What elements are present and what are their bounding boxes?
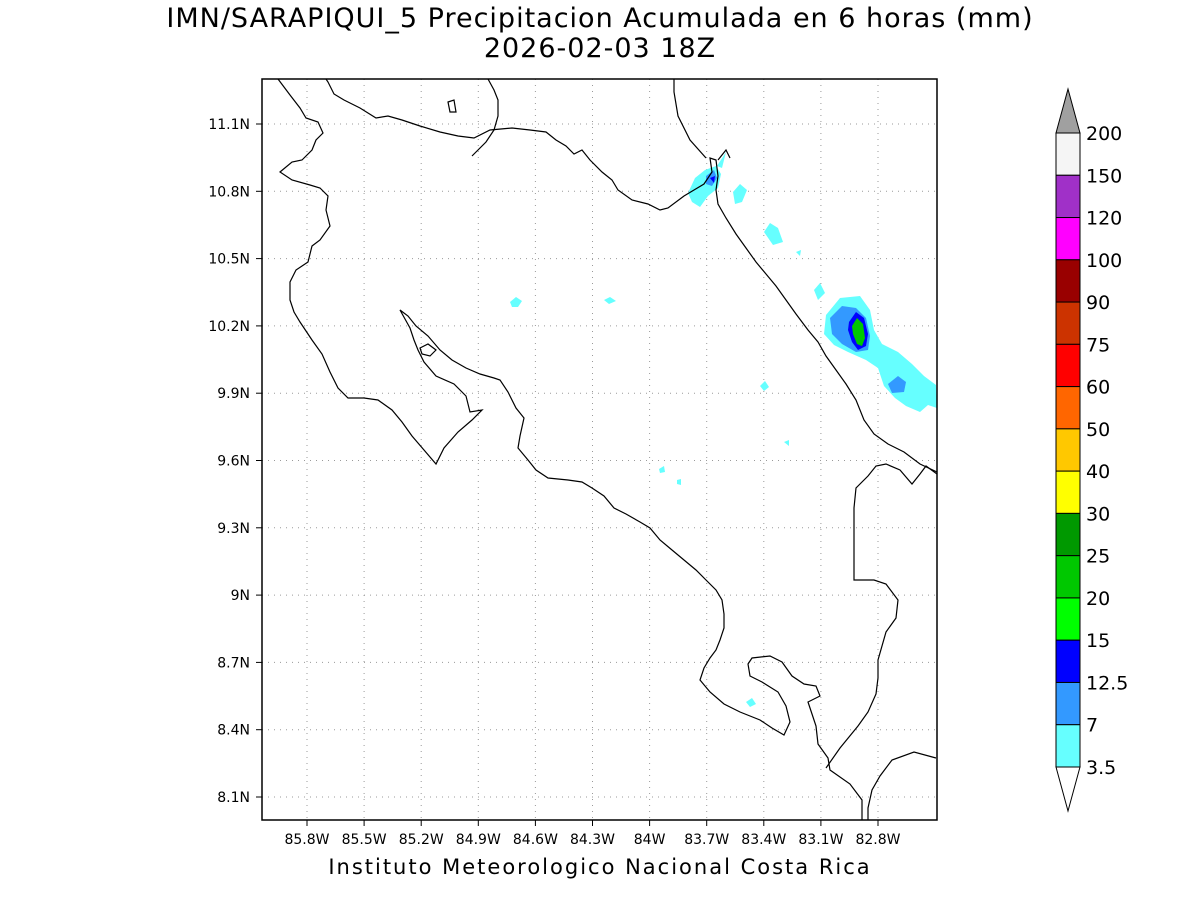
lon-label: 83.1W [798,832,843,848]
lon-label: 84.6W [513,832,558,848]
colorbar-label: 50 [1086,419,1110,441]
colorbar-swatch [1055,343,1081,388]
colorbar-swatch [1055,301,1081,345]
colorbar-swatch [1055,512,1081,557]
latitude-labels: 11.1N 10.8N 10.5N 10.2N 9.9N 9.6N 9.3N 9N 8.7N 8.… [208,117,262,806]
colorbar-top-arrow [1055,87,1081,134]
lat-label: 8.1N [217,790,250,806]
lon-label: 82.8W [855,832,900,848]
lat-label: 10.5N [208,252,250,268]
map-date: 2026-02-03 18Z [483,33,717,64]
lat-label: 9.6N [217,454,250,470]
colorbar-swatch [1055,174,1081,219]
colorbar-swatch [1055,217,1081,261]
lon-label: 83.4W [741,832,786,848]
colorbar-swatch [1055,259,1081,303]
colorbar-swatch [1055,386,1081,430]
colorbar-label: 12.5 [1086,672,1128,694]
colorbar-label: 120 [1086,208,1122,230]
colorbar-label: 30 [1086,503,1110,525]
lat-label: 9N [231,588,250,604]
lat-label: 9.9N [217,386,250,402]
map-grid [262,79,937,820]
lat-label: 8.4N [217,723,250,739]
colorbar-label: 60 [1086,377,1110,399]
lon-label: 85.5W [342,832,387,848]
colorbar-swatch [1055,724,1081,768]
colorbar-label: 40 [1086,461,1110,483]
colorbar-label: 7 [1086,715,1098,737]
lat-label: 10.2N [208,319,250,335]
colorbar-label: 100 [1086,250,1122,272]
longitude-labels: 85.8W 85.5W 85.2W 84.9W 84.6W 84.3W 84W 83.7W 83… [284,820,901,848]
lon-label: 84.9W [456,832,501,848]
colorbar-label: 75 [1086,334,1110,356]
colorbar-swatch [1055,681,1081,726]
colorbar-label: 150 [1086,165,1122,187]
colorbar-swatch [1055,428,1081,472]
colorbar-swatch [1055,470,1081,514]
colorbar-label: 90 [1086,292,1110,314]
coastline [277,79,937,820]
colorbar-bottom-arrow [1055,766,1081,813]
lon-label: 84W [634,832,666,848]
colorbar-label: 20 [1086,588,1110,610]
colorbar-label: 25 [1086,546,1110,568]
colorbar-swatch [1055,597,1081,641]
colorbar-label: 3.5 [1086,757,1116,779]
colorbar: 200 150 120 100 90 75 60 50 40 30 25 20 15 12.5 7 3.5 [1055,87,1128,813]
lon-label: 85.8W [284,832,329,848]
colorbar-swatch [1055,132,1081,176]
lat-label: 10.8N [208,184,250,200]
lat-label: 9.3N [217,521,250,537]
lat-label: 11.1N [208,117,250,133]
lat-label: 8.7N [217,655,250,671]
lon-label: 84.3W [570,832,615,848]
colorbar-label: 15 [1086,630,1110,652]
lon-label: 85.2W [399,832,444,848]
lon-label: 83.7W [684,832,729,848]
colorbar-label: 200 [1086,123,1122,145]
colorbar-swatch [1055,555,1081,599]
institution-footer: Instituto Meteorologico Nacional Costa R… [328,855,872,879]
precipitation-field [510,152,937,707]
map-title: IMN/SARAPIQUI_5 Precipitacion Acumulada … [166,3,1034,34]
colorbar-swatch [1055,639,1081,683]
map-frame [261,78,938,821]
